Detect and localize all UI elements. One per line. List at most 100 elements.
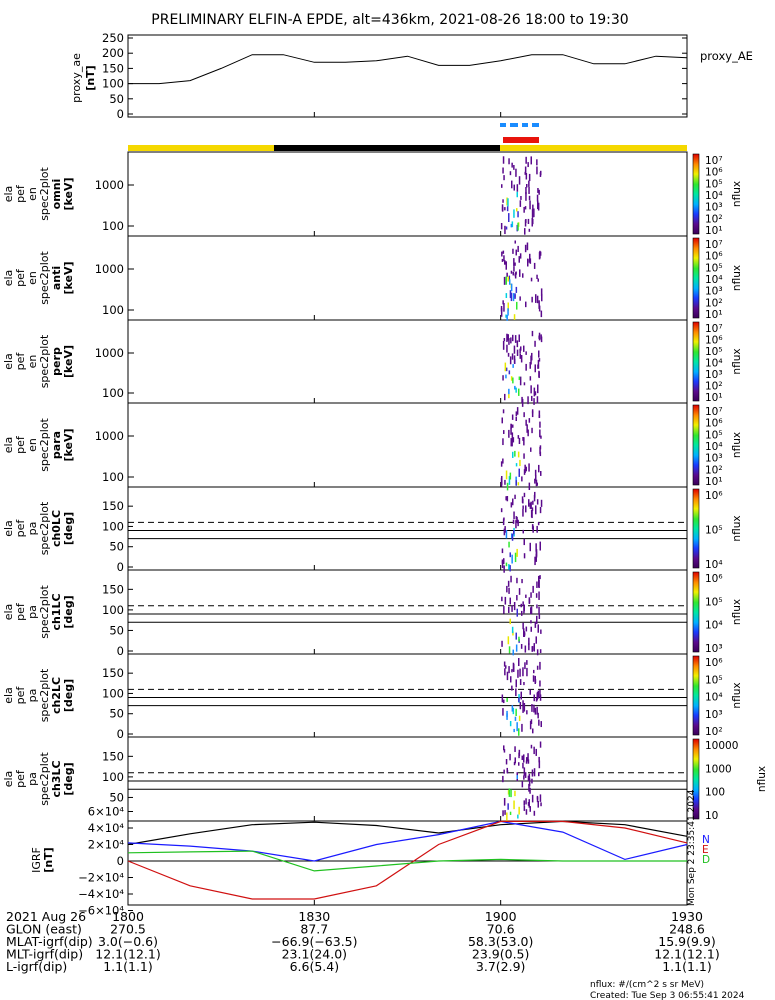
ch3LC-colorbar-label-text: nflux — [756, 766, 768, 792]
para-flux-mark — [531, 427, 533, 434]
para-flux-mark — [518, 468, 520, 477]
ch2LC-flux-mark — [522, 667, 524, 677]
proxy-ae-ytick: 0 — [117, 107, 124, 121]
ch0LC-colorbar-tick: 10⁵ — [705, 525, 723, 537]
perp-flux-mark — [518, 376, 521, 381]
ch1LC-flux-mark — [512, 649, 514, 656]
ch1LC-flux-mark — [535, 593, 538, 598]
ch0LC-flux-mark — [505, 530, 508, 539]
ch0LC-flux-mark — [512, 498, 514, 506]
ch0LC-ylabel-line: ch0LC — [50, 510, 63, 547]
ch0LC-flux-mark — [508, 564, 510, 570]
para-flux-mark — [512, 424, 514, 428]
perp-flux-mark — [507, 352, 510, 357]
ch0LC-flux-mark — [522, 529, 524, 534]
omni-flux-mark — [524, 166, 527, 175]
anti-flux-mark — [514, 240, 516, 244]
perp-ytick: 100 — [102, 386, 124, 400]
para-flux-mark — [535, 474, 537, 482]
footer-row-label: 2021 Aug 26 — [6, 909, 86, 924]
ch3LC-flux-mark — [523, 767, 526, 776]
ch2LC-flux-mark — [536, 706, 538, 715]
ch3LC-flux-mark — [527, 759, 530, 764]
ch2LC-flux-mark — [536, 692, 538, 701]
ch1LC-ylabel-line: ela — [2, 604, 15, 621]
anti-flux-mark — [535, 294, 537, 303]
ch1LC-flux-mark — [520, 644, 523, 649]
ch0LC-flux-mark — [535, 553, 537, 562]
perp-ylabel: ela pef en spec2plot perp [keV] — [2, 334, 75, 388]
ch0LC-ytick: 100 — [102, 519, 124, 533]
anti-flux-mark — [522, 273, 524, 278]
ch1LC-flux-mark — [528, 643, 530, 651]
para-ylabel-line: en — [26, 438, 39, 452]
ch1LC-flux-mark — [528, 599, 531, 604]
proxy-ae-ylabel: proxy_ae [nT] — [70, 53, 97, 103]
omni-flux-mark — [511, 221, 514, 228]
para-ylabel-line: pef — [14, 435, 27, 454]
anti-colorbar-label-text: nflux — [731, 265, 743, 291]
para-flux-mark — [510, 424, 512, 429]
perp-colorbar-tick: 10¹ — [705, 392, 723, 404]
para-flux-mark — [514, 450, 516, 457]
omni-flux-mark — [511, 162, 513, 168]
ch2LC-flux-mark — [539, 694, 542, 701]
footer-row-value: 6.6(5.4) — [290, 959, 340, 974]
ch1LC-flux-mark — [535, 636, 537, 644]
para-flux-mark — [523, 453, 525, 459]
omni-flux-mark — [504, 225, 506, 235]
footer-row-label: MLT-igrf(dip) — [6, 947, 83, 962]
ch3LC-flux-mark — [533, 810, 536, 816]
ch2LC-flux-mark — [529, 689, 531, 695]
ch2LC-flux-mark — [539, 689, 541, 698]
ch2LC-flux-mark — [510, 676, 512, 683]
para-flux-mark — [539, 421, 541, 428]
ch0LC-ytick: 50 — [109, 540, 124, 554]
ch0LC-flux-mark — [521, 496, 524, 503]
ch0LC-flux-mark — [532, 500, 534, 505]
phase-bar-blue-dashes — [500, 123, 539, 127]
ch1LC-flux-mark — [508, 587, 510, 594]
omni-frame — [127, 151, 688, 237]
ch3LC-flux-mark — [530, 744, 533, 749]
ch3LC-flux-mark — [521, 781, 524, 788]
ch3LC-colorbar-label: nflux — [756, 766, 768, 792]
anti-ytick: 100 — [102, 303, 124, 317]
para-flux-mark — [500, 461, 503, 467]
perp-flux-mark — [508, 370, 511, 375]
para-flux-mark — [526, 424, 528, 433]
ch2LC-frame — [127, 653, 688, 738]
anti-flux-mark — [519, 253, 522, 259]
ch0LC-flux-mark — [525, 505, 527, 513]
ch3LC-flux-mark — [539, 741, 542, 748]
anti-flux-mark — [505, 293, 508, 299]
ch3LC-flux-mark — [528, 778, 531, 787]
footer-row-label: L-igrf(dip) — [6, 959, 67, 974]
omni-flux-mark — [528, 173, 531, 182]
ch1LC-flux-mark — [522, 601, 524, 606]
ch0LC-flux-mark — [533, 494, 536, 502]
anti-flux-mark — [517, 245, 519, 252]
ch3LC-ylabel: ela pef pa spec2plot ch3LC [deg] — [2, 752, 75, 806]
perp-flux-mark — [510, 376, 513, 381]
ch1LC-flux-mark — [512, 631, 514, 636]
ch3LC-flux-mark — [529, 787, 531, 794]
ch3LC-flux-mark — [507, 790, 510, 795]
ch0LC-flux-mark — [501, 559, 504, 564]
ch0LC-flux-mark — [500, 508, 503, 513]
ch2LC-flux-mark — [534, 707, 537, 715]
omni-flux-mark — [537, 188, 539, 193]
anti-flux-mark — [531, 296, 533, 303]
omni-flux-mark — [509, 171, 512, 176]
anti-flux-mark — [507, 308, 509, 316]
perp-flux-mark — [509, 356, 512, 365]
anti-flux-mark — [526, 242, 529, 251]
footer-row-value: 1800 — [112, 909, 144, 924]
anti-colorbar-tick: 10¹ — [705, 309, 723, 321]
ch1LC-flux-mark — [536, 581, 538, 588]
ch0LC-flux-mark — [516, 516, 518, 523]
omni-flux-mark — [503, 175, 505, 181]
ch0LC-flux-mark — [531, 507, 534, 512]
ch0LC-colorbar-label-text: nflux — [731, 515, 743, 541]
perp-flux-mark — [502, 341, 505, 350]
